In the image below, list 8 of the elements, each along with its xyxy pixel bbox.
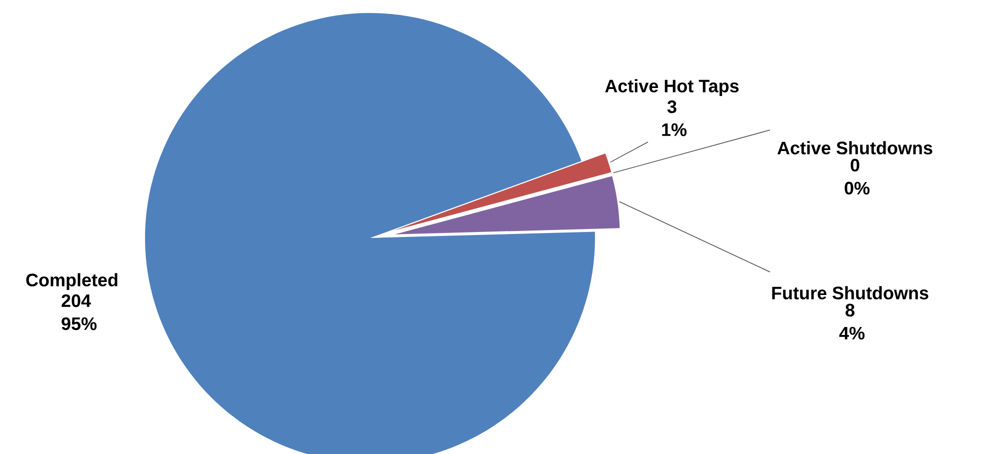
slice-label: Completed	[26, 273, 118, 290]
text: 0 0%	[844, 158, 870, 195]
data-label: 8 4%	[839, 304, 865, 340]
data-label: 204 95%	[62, 294, 97, 330]
slice-label: Future Shutdowns	[772, 286, 928, 300]
category-label: Active Shutdowns	[777, 141, 932, 154]
data-label: 3 1%	[662, 100, 687, 136]
slice-label: Active Hot Taps	[605, 79, 739, 96]
